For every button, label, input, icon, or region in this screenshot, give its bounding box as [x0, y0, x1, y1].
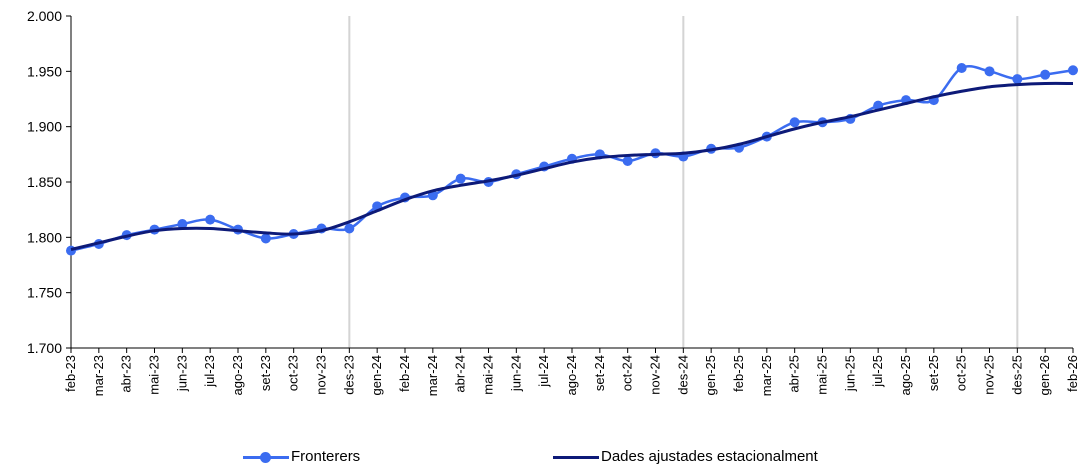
x-tick-label: jun-25: [842, 355, 857, 392]
data-point: [790, 117, 800, 127]
x-tick-label: abr-24: [453, 355, 468, 393]
x-tick-label: feb-25: [731, 355, 746, 392]
x-tick-label: jun-24: [508, 355, 523, 392]
x-tick-label: oct-25: [954, 355, 969, 391]
x-tick-label: oct-24: [620, 355, 635, 391]
data-point: [66, 246, 76, 256]
x-tick-label: set-23: [258, 355, 273, 391]
year-separators: [349, 16, 1017, 348]
x-tick-label: ago-23: [230, 355, 245, 395]
legend-label-seasonally-adjusted: Dades ajustades estacionalment: [601, 448, 818, 465]
x-tick-label: feb-24: [397, 355, 412, 392]
y-axis-ticks: 2.000 1.950 1.900 1.850 1.800 1.750 1.700: [27, 8, 71, 356]
x-tick-label: mar-24: [425, 355, 440, 396]
y-tick-label: 1.750: [27, 285, 62, 301]
x-tick-label: mai-23: [147, 355, 162, 395]
x-tick-label: mai-24: [481, 355, 496, 395]
data-point: [1040, 70, 1050, 80]
x-tick-label: jun-23: [174, 355, 189, 392]
x-tick-label: mai-25: [815, 355, 830, 395]
series-0: [66, 63, 1078, 256]
legend-item-seasonally-adjusted: Dades ajustades estacionalment: [553, 448, 818, 465]
x-tick-label: des-23: [341, 355, 356, 395]
x-tick-label: set-24: [592, 355, 607, 391]
data-point: [1012, 74, 1022, 84]
line-chart: 2.000 1.950 1.900 1.850 1.800 1.750 1.700 feb-…: [0, 0, 1086, 448]
y-tick-label: 1.950: [27, 63, 62, 79]
x-tick-label: mar-25: [759, 355, 774, 396]
data-point: [957, 63, 967, 73]
x-tick-label: jul-23: [202, 355, 217, 388]
x-tick-label: feb-26: [1065, 355, 1080, 392]
chart-legend: Fronterers Dades ajustades estacionalmen…: [0, 448, 1086, 472]
data-point: [261, 233, 271, 243]
x-tick-label: gen-26: [1037, 355, 1052, 395]
y-tick-label: 2.000: [27, 8, 62, 24]
x-tick-label: set-25: [926, 355, 941, 391]
legend-swatch-seasonally-adjusted: [553, 450, 599, 464]
x-tick-label: des-25: [1009, 355, 1024, 395]
y-tick-label: 1.800: [27, 229, 62, 245]
series-1: [71, 83, 1073, 249]
x-tick-label: nov-25: [982, 355, 997, 395]
x-tick-label: oct-23: [286, 355, 301, 391]
y-tick-label: 1.700: [27, 340, 62, 356]
x-tick-label: abr-25: [787, 355, 802, 393]
x-tick-label: feb-23: [63, 355, 78, 392]
x-tick-label: ago-24: [564, 355, 579, 395]
x-tick-label: jul-24: [536, 355, 551, 388]
data-point: [344, 223, 354, 233]
legend-item-fronterers: Fronterers: [243, 448, 360, 465]
x-tick-label: mar-23: [91, 355, 106, 396]
data-point: [985, 66, 995, 76]
x-tick-label: ago-25: [898, 355, 913, 395]
data-point: [1068, 65, 1078, 75]
data-point: [205, 215, 215, 225]
chart-series: [66, 63, 1078, 256]
x-tick-label: nov-23: [314, 355, 329, 395]
x-tick-label: jul-25: [870, 355, 885, 388]
x-axis-ticks: feb-23 mar-23 abr-23 mai-23 jun-23 jul-23 ago-…: [63, 348, 1080, 396]
x-tick-label: gen-24: [369, 355, 384, 395]
x-tick-label: abr-23: [119, 355, 134, 393]
legend-label-fronterers: Fronterers: [291, 448, 360, 465]
x-tick-label: des-24: [675, 355, 690, 395]
chart-axes: [71, 16, 1073, 348]
y-tick-label: 1.850: [27, 174, 62, 190]
series-line: [71, 83, 1073, 249]
data-point: [623, 156, 633, 166]
x-tick-label: gen-25: [703, 355, 718, 395]
y-tick-label: 1.900: [27, 119, 62, 135]
data-point: [456, 174, 466, 184]
legend-swatch-fronterers: [243, 450, 289, 464]
x-tick-label: nov-24: [648, 355, 663, 395]
